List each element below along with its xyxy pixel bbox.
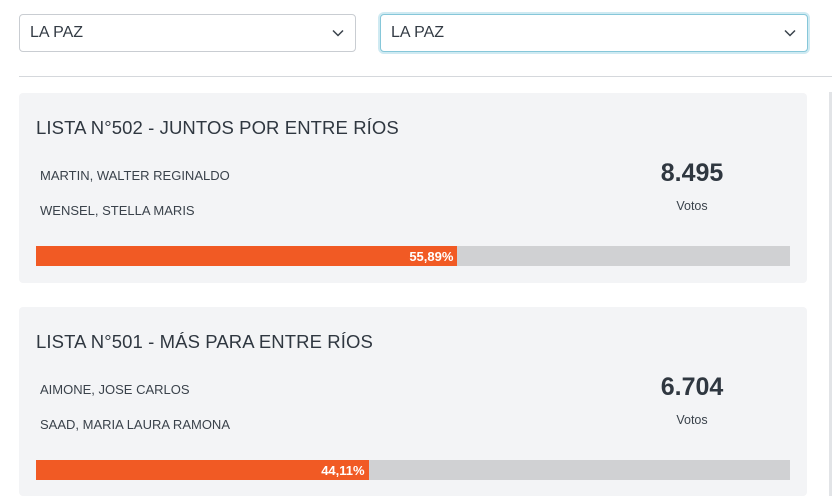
percent-label: 44,11% [321, 462, 365, 478]
candidate-name: AIMONE, JOSE CARLOS [40, 382, 190, 397]
list-title: LISTA N°501 - MÁS PARA ENTRE RÍOS [36, 331, 373, 352]
list-title: LISTA N°502 - JUNTOS POR ENTRE RÍOS [36, 117, 399, 138]
percent-bar: 55,89% [36, 246, 790, 266]
scroll-edge [829, 92, 832, 496]
percent-label: 55,89% [409, 248, 454, 264]
locality-select[interactable]: LA PAZ [380, 14, 808, 52]
list-card: LISTA N°502 - JUNTOS POR ENTRE RÍOS MART… [19, 93, 807, 283]
header-divider [19, 76, 832, 77]
percent-bar: 44,11% [36, 460, 790, 480]
candidate-name: SAAD, MARIA LAURA RAMONA [40, 417, 230, 432]
list-card: LISTA N°501 - MÁS PARA ENTRE RÍOS AIMONE… [19, 307, 807, 496]
department-select[interactable]: LA PAZ [19, 14, 356, 52]
locality-select-value: LA PAZ [391, 24, 445, 41]
candidate-name: WENSEL, STELLA MARIS [40, 203, 195, 218]
chevron-down-icon[interactable] [321, 15, 355, 51]
vote-count: 6.704 [660, 373, 724, 401]
department-select-value: LA PAZ [30, 24, 84, 41]
vote-count-label: Votos [676, 199, 708, 213]
chevron-down-icon[interactable] [773, 15, 807, 51]
percent-bar-fill: 55,89% [36, 246, 458, 266]
candidate-name: MARTIN, WALTER REGINALDO [40, 168, 230, 183]
vote-count-label: Votos [676, 413, 708, 427]
percent-bar-fill: 44,11% [36, 460, 369, 480]
vote-count: 8.495 [660, 159, 724, 187]
